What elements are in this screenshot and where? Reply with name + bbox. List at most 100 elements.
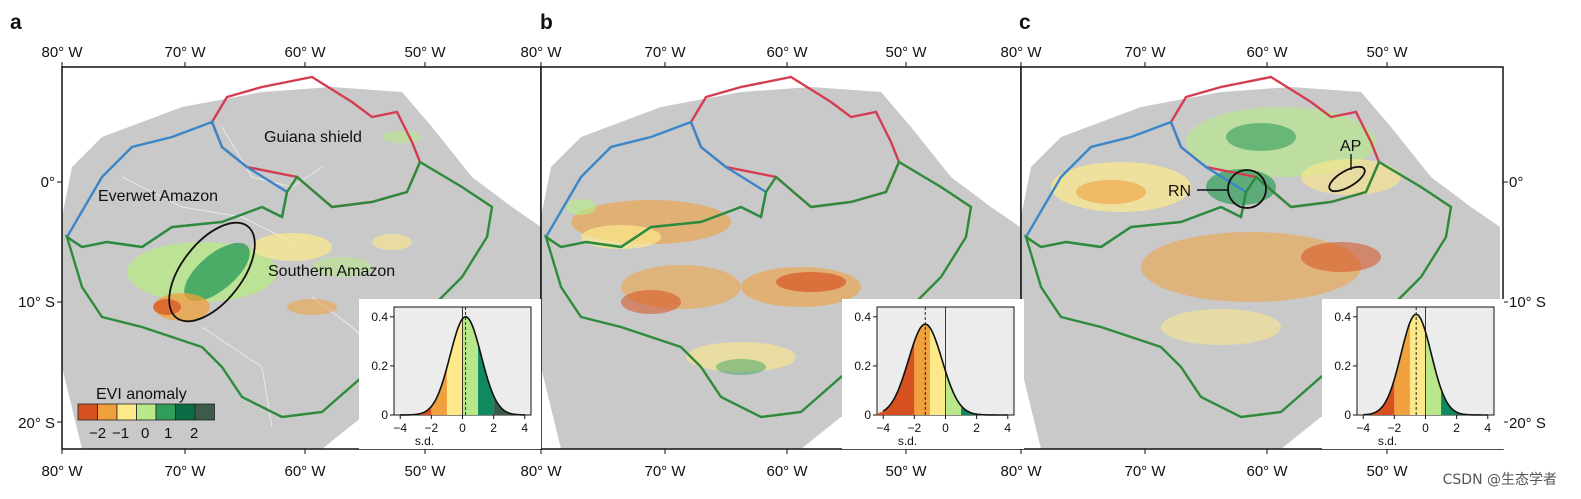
legend-swatch <box>155 403 176 421</box>
guiana-shield-label: Guiana shield <box>264 129 362 146</box>
lon-tick: 70° W <box>1124 44 1166 61</box>
density-band <box>877 341 915 415</box>
lon-tick: 50° W <box>1366 44 1408 61</box>
inset-y-tick-label: 0.2 <box>854 359 871 373</box>
lat-tick: 10° S <box>18 294 55 311</box>
inset-y-tick-label: 0 <box>864 408 871 422</box>
lon-tick: 50° W <box>404 463 446 480</box>
guiana-shield-outline <box>689 75 901 209</box>
lon-tick: 70° W <box>1124 463 1166 480</box>
southern-amazon-outline <box>1023 160 1453 419</box>
right-axis: 0° 10° S 20° S <box>1509 174 1546 432</box>
lon-tick: 50° W <box>404 44 446 61</box>
ap-label: AP <box>1340 138 1361 155</box>
top-axis-a: 80° W 70° W 60° W 50° W <box>41 44 446 61</box>
inset-x-tick-label: 0 <box>459 421 466 435</box>
inset-x-tick-label: −4 <box>393 421 407 435</box>
legend-label: −1 <box>112 425 129 442</box>
lat-tick: 20° S <box>1509 415 1546 432</box>
lon-tick: 60° W <box>1246 463 1288 480</box>
top-axis-b: 80° W 70° W 60° W 50° W <box>520 44 927 61</box>
watermark: CSDN @生态学者 <box>1442 472 1557 488</box>
density-band <box>914 324 930 415</box>
lon-tick: 70° W <box>644 44 686 61</box>
inset-y-tick-label: 0.4 <box>854 310 871 324</box>
everwet-amazon-label: Everwet Amazon <box>98 188 218 205</box>
inset-x-tick-label: 0 <box>1422 421 1429 435</box>
inset-y-tick-label: 0.4 <box>1334 310 1351 324</box>
density-band <box>1394 322 1410 415</box>
density-band <box>1441 388 1457 415</box>
density-band <box>446 318 463 415</box>
density-band <box>1425 331 1442 415</box>
inset-x-axis-label: s.d. <box>415 434 434 448</box>
inset-x-axis-label: s.d. <box>898 434 917 448</box>
southern-amazon-outline <box>64 160 494 419</box>
southern-amazon-outline <box>543 160 973 419</box>
rn-label: RN <box>1168 183 1191 200</box>
bottom-axis: 80° W 70° W 60° W 50° W 80° W 70° W 60° … <box>41 463 1408 480</box>
lon-tick: 70° W <box>644 463 686 480</box>
legend-label: 1 <box>164 425 172 442</box>
density-band <box>929 327 946 415</box>
inset-x-axis-label: s.d. <box>1378 434 1397 448</box>
legend-swatch <box>175 403 196 421</box>
lon-tick: 80° W <box>520 463 562 480</box>
legend-label: −2 <box>89 425 106 442</box>
inset-c: −4 −2 0 2 4 0 0.2 0.4 s.d. <box>1322 299 1504 449</box>
evi-anomaly-legend: EVI anomaly −2 −1 0 1 2 <box>77 386 215 442</box>
panel-a: a Guiana shield Everwet Amazon Southern … <box>10 11 542 450</box>
panel-a-letter: a <box>10 11 22 34</box>
lon-tick: 70° W <box>164 463 206 480</box>
inset-x-tick-label: −2 <box>908 421 922 435</box>
lat-tick: 0° <box>1509 174 1523 191</box>
tick-marks <box>57 62 1508 454</box>
legend-swatch <box>97 403 118 421</box>
panel-c-letter: c <box>1019 11 1031 34</box>
density-band <box>431 367 447 415</box>
density-band <box>1456 412 1494 415</box>
lon-tick: 50° W <box>1366 463 1408 480</box>
lon-tick: 60° W <box>284 463 326 480</box>
inset-x-tick-label: 2 <box>1453 421 1460 435</box>
inset-y-tick-label: 0.2 <box>371 359 388 373</box>
inset-y-tick-label: 0.2 <box>1334 359 1351 373</box>
inset-x-tick-label: −2 <box>425 421 439 435</box>
inset-x-tick-label: 2 <box>490 421 497 435</box>
guiana-shield-outline <box>210 75 422 209</box>
legend-label: 2 <box>190 425 198 442</box>
legend-swatch <box>194 403 215 421</box>
lon-tick: 80° W <box>1000 463 1042 480</box>
inset-x-tick-label: 4 <box>1004 421 1011 435</box>
left-axis: 0° 10° S 20° S <box>18 174 55 432</box>
density-band <box>462 316 479 415</box>
lon-tick: 60° W <box>1246 44 1288 61</box>
inset-y-tick-label: 0.4 <box>371 310 388 324</box>
lon-tick: 50° W <box>885 44 927 61</box>
rn-circle <box>1227 169 1267 209</box>
legend-swatch <box>77 403 98 421</box>
guiana-shield-outline <box>1169 75 1381 209</box>
inset-x-tick-label: −4 <box>1356 421 1370 435</box>
inset-y-tick-label: 0 <box>381 408 388 422</box>
inset-a: −4 −2 0 2 4 0 0.2 0.4 s.d. <box>359 299 541 449</box>
density-band <box>394 406 432 415</box>
panel-c-frame <box>1020 66 1504 450</box>
lon-tick: 60° W <box>284 44 326 61</box>
legend-swatch <box>136 403 157 421</box>
lon-tick: 60° W <box>766 463 808 480</box>
lat-tick: 0° <box>41 174 55 191</box>
hotspot-ellipse <box>168 221 256 323</box>
inset-x-tick-label: 0 <box>942 421 949 435</box>
panel-b-letter: b <box>540 11 553 34</box>
inset-b: −4 −2 0 2 4 0 0.2 0.4 s.d. <box>842 299 1024 449</box>
southern-amazon-label: Southern Amazon <box>268 263 395 280</box>
density-band <box>961 405 977 415</box>
inset-x-tick-label: 2 <box>973 421 980 435</box>
legend-title: EVI anomaly <box>96 386 187 403</box>
inset-x-tick-label: 4 <box>521 421 528 435</box>
inset-x-tick-label: −4 <box>876 421 890 435</box>
lon-tick: 80° W <box>1000 44 1042 61</box>
inset-x-tick-label: 4 <box>1484 421 1491 435</box>
